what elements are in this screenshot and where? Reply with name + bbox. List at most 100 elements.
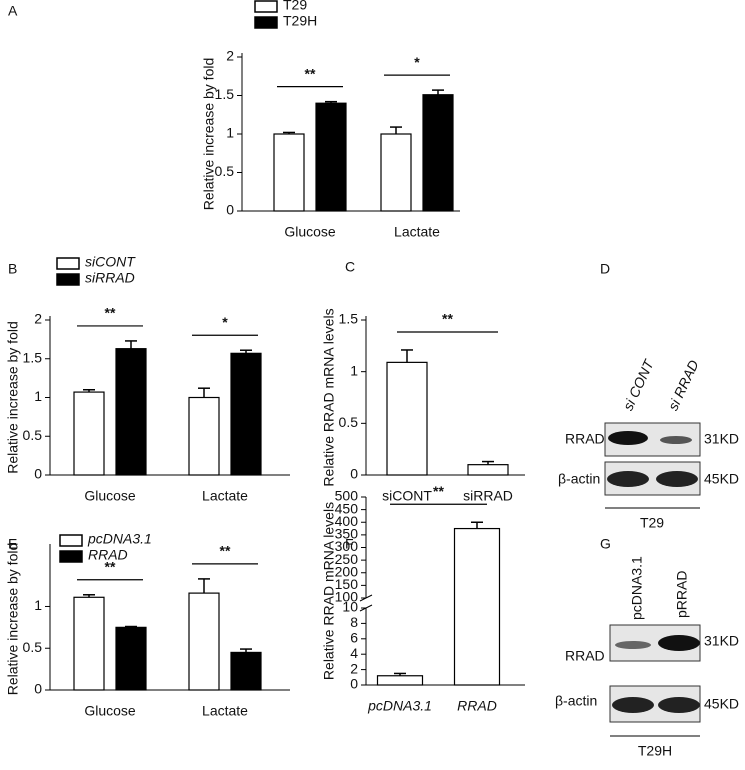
y-axis-label: Relative RRAD mRNA levels [321,308,337,486]
y-tick-label: 500 [335,488,359,504]
bar [273,133,305,212]
bar [386,361,428,476]
significance-label: * [222,314,228,330]
y-tick-label: 8 [350,614,358,630]
band [658,697,700,713]
size-label: 31KD [704,431,739,447]
y-axis-label: Relative RRAD mRNA levels [321,502,337,680]
y-tick-label: 0 [226,202,234,218]
panel-label: B [8,261,17,277]
row-label: β-actin [558,471,600,487]
y-tick-label: 450 [335,500,359,516]
y-tick-label: 1.5 [215,86,235,102]
bar [467,464,509,476]
x-tick-label: siCONT [382,488,432,504]
y-tick-label: 250 [335,551,359,567]
x-tick-label: siRRAD [463,488,513,504]
bar [188,396,220,476]
x-tick-label: Lactate [394,224,440,240]
legend-swatch [254,16,278,29]
y-tick-label: 2 [34,311,42,327]
significance-label: ** [433,483,444,499]
legend-label: siCONT [85,254,136,270]
bar [376,675,424,686]
x-tick-label: RRAD [457,698,497,714]
y-tick-label: 400 [335,513,359,529]
y-tick-label: 6 [350,630,358,646]
x-tick-label: Glucose [84,488,136,504]
legend-label: T29H [283,13,317,29]
legend-label: siRRAD [85,270,135,286]
row-label: β-actin [555,693,597,709]
band [660,436,692,444]
cell-line: T29H [638,743,672,759]
y-tick-label: 2 [226,48,234,64]
y-tick-label: 10 [342,599,358,615]
significance-label: * [414,54,420,70]
y-tick-label: 4 [350,645,358,661]
y-tick-label: 2 [350,660,358,676]
legend-swatch [59,534,83,547]
lane-label: pRRAD [674,571,690,618]
y-axis-label: Relative increase by fold [5,321,21,474]
significance-label: ** [305,65,316,81]
bar [380,133,412,212]
legend-swatch [254,0,278,13]
bar [453,527,501,686]
legend-label: RRAD [88,547,128,563]
significance-label: ** [105,558,116,574]
bar [230,352,262,476]
y-tick-label: 150 [335,576,359,592]
y-tick-label: 0.5 [215,163,235,179]
y-axis-label: Relative increase by fold [5,543,21,696]
bar [73,391,105,476]
band [658,635,700,651]
panel-label: G [600,536,611,552]
x-tick-label: Glucose [84,703,136,719]
legend-swatch [56,273,80,286]
y-tick-label: 350 [335,526,359,542]
panel-label: C [345,259,355,275]
band [607,471,649,487]
x-tick-label: Lactate [202,488,248,504]
bar [315,102,347,212]
bar [188,592,220,691]
y-tick-label: 1 [34,388,42,404]
y-tick-label: 200 [335,563,359,579]
y-tick-label: 0.5 [23,427,43,443]
bar [230,651,262,691]
lane-label: si CONT [620,356,658,413]
legend-swatch [56,257,80,270]
y-tick-label: 0.5 [23,639,43,655]
panel-label: A [8,3,18,19]
y-tick-label: 1.5 [23,349,43,365]
significance-label: ** [220,543,231,559]
cell-line: T29 [640,515,664,531]
blot-g: G pcDNA3.1 pRRAD RRAD β-actin 31KD 45KD … [555,536,739,759]
y-tick-label: 0.5 [339,414,359,430]
legend-label: pcDNA3.1 [87,531,152,547]
y-tick-label: 0 [34,681,42,697]
y-tick-label: 0 [350,466,358,482]
legend-swatch [59,550,83,563]
bar [73,596,105,691]
y-tick-label: 0 [34,466,42,482]
lane-label: pcDNA3.1 [629,556,645,620]
x-tick-label: Glucose [284,224,336,240]
band [612,697,654,713]
bar [422,94,454,212]
x-tick-label: Lactate [202,703,248,719]
panel-label: E [8,536,17,552]
bar [115,348,147,476]
y-tick-label: 1 [350,362,358,378]
y-tick-label: 0 [350,676,358,692]
x-tick-label: pcDNA3.1 [367,698,432,714]
band [608,431,648,445]
y-tick-label: 1 [34,597,42,613]
y-tick-label: 1 [226,125,234,141]
y-tick-label: 100 [335,589,359,605]
y-tick-label: 1.5 [339,311,359,327]
y-axis-label: Relative increase by fold [201,58,217,211]
legend-label: T29 [283,0,307,13]
